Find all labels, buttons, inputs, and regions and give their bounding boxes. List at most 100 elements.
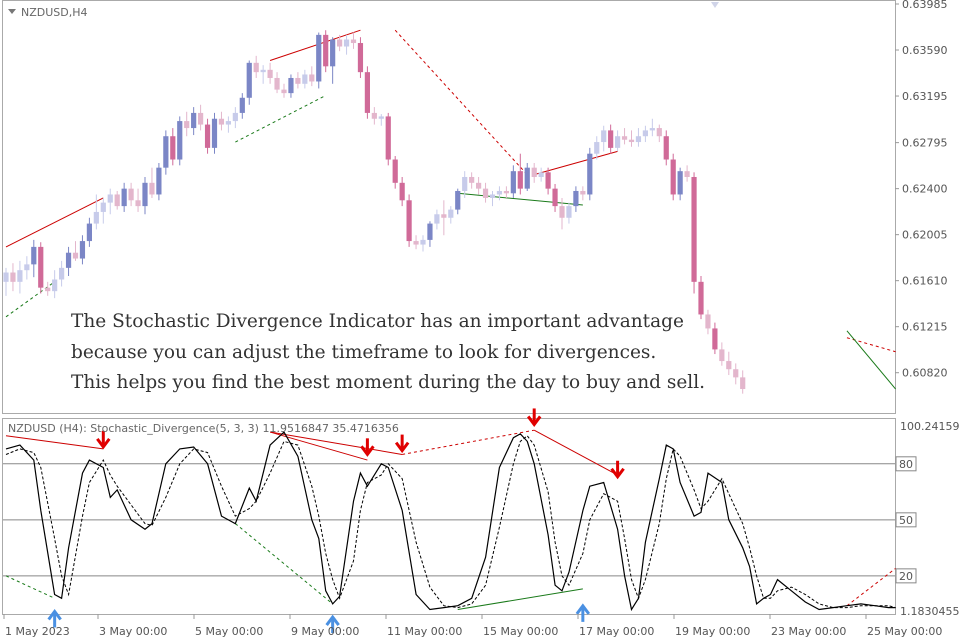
stochastic-divergence-line (5, 435, 104, 450)
price-chart-title: NZDUSD,H4 (21, 6, 88, 19)
time-tick-label: 5 May 00:00 (195, 625, 263, 638)
candle (698, 276, 704, 320)
price-tick-label: 0.61610 (902, 275, 948, 288)
annotation-line-1: The Stochastic Divergence Indicator has … (71, 311, 684, 332)
candle (656, 124, 662, 143)
candle (45, 281, 51, 296)
candle (79, 235, 86, 265)
time-tick-label: 1 May 2023 (5, 625, 70, 638)
stochastic-divergence-line (5, 575, 55, 599)
candle (114, 190, 120, 210)
indicator-tick-label: 20 (899, 570, 913, 583)
candle (24, 256, 30, 280)
candle (72, 241, 79, 261)
sell-arrow-icon (96, 430, 111, 450)
candle (462, 171, 468, 198)
candle (364, 66, 370, 119)
sell-arrow-icon (394, 434, 410, 454)
candle (191, 107, 197, 136)
candle (719, 342, 725, 366)
candle (399, 176, 405, 207)
price-tick-label: 0.63590 (902, 44, 948, 57)
candle (608, 124, 614, 154)
indicator-tick-label: 80 (899, 458, 913, 471)
candle (225, 116, 231, 133)
candle (531, 163, 537, 183)
time-tick-label: 3 May 00:00 (99, 625, 167, 638)
candle (594, 136, 600, 160)
stochastic-signal-arrows (47, 408, 625, 634)
candle (267, 62, 273, 84)
candle (559, 197, 565, 230)
candlestick-series (3, 30, 746, 394)
candle (59, 260, 65, 287)
candle (163, 130, 169, 175)
price-tick-label: 0.62795 (902, 137, 948, 150)
candle (677, 167, 683, 201)
candle (330, 37, 336, 84)
candle (510, 165, 516, 198)
candle (177, 116, 183, 166)
candle (93, 194, 99, 230)
candle (496, 186, 503, 201)
price-axis: 0.63985 0.63590 0.63195 0.62795 0.62400 0.620… (895, 0, 948, 380)
candle (107, 188, 113, 215)
candle (413, 235, 419, 250)
indicator-axis: 100.24159 80 50 20 1.1830455 (895, 420, 960, 618)
candle (392, 156, 398, 189)
candle (274, 72, 280, 94)
candle (566, 202, 572, 224)
time-tick-label: 23 May 00:00 (771, 625, 846, 638)
price-tick-label: 0.62400 (902, 183, 948, 196)
candle (441, 200, 447, 236)
candle (135, 188, 141, 212)
candle (434, 209, 440, 230)
candle (142, 176, 148, 215)
scroll-marker-icon[interactable] (711, 2, 719, 8)
candle (149, 167, 155, 198)
candle (663, 130, 669, 166)
candle (350, 32, 357, 49)
indicator-tick-label: 100.24159 (900, 420, 960, 433)
candle (288, 74, 294, 98)
indicator-tick-label: 1.1830455 (900, 605, 960, 618)
price-divergence-line (846, 330, 896, 390)
candle (184, 111, 190, 137)
candle (427, 221, 433, 247)
candle (670, 153, 676, 201)
price-tick-label: 0.61215 (902, 321, 948, 334)
candle (86, 217, 92, 247)
time-tick-label: 11 May 00:00 (387, 625, 462, 638)
candle (260, 65, 266, 84)
candle (156, 163, 162, 201)
candle (642, 125, 648, 143)
stochastic-divergence-line (402, 429, 535, 455)
price-panel-frame (2, 0, 896, 414)
time-tick-label: 15 May 00:00 (483, 625, 558, 638)
stochastic-divergence-line (457, 588, 583, 610)
candle (204, 118, 211, 154)
candle (740, 370, 746, 394)
candle (385, 112, 391, 166)
candle (316, 32, 322, 89)
sell-arrow-icon (360, 438, 375, 457)
candle (281, 83, 287, 98)
candle (10, 263, 16, 292)
candle (52, 270, 58, 299)
stochastic-divergence-line (846, 567, 896, 607)
price-tick-label: 0.63985 (902, 0, 948, 11)
candle (17, 260, 23, 294)
candle (601, 125, 607, 152)
candle (733, 363, 739, 385)
candle (552, 183, 558, 212)
candle (649, 118, 655, 137)
stochastic-main-line (5, 431, 896, 612)
candle (420, 235, 426, 252)
candle (545, 167, 551, 195)
chart-menu-icon[interactable] (8, 9, 16, 14)
annotation-line-2: because you can adjust the timeframe to … (71, 342, 656, 363)
candle (65, 246, 72, 277)
price-divergence-line (394, 29, 528, 176)
candle (253, 55, 259, 78)
